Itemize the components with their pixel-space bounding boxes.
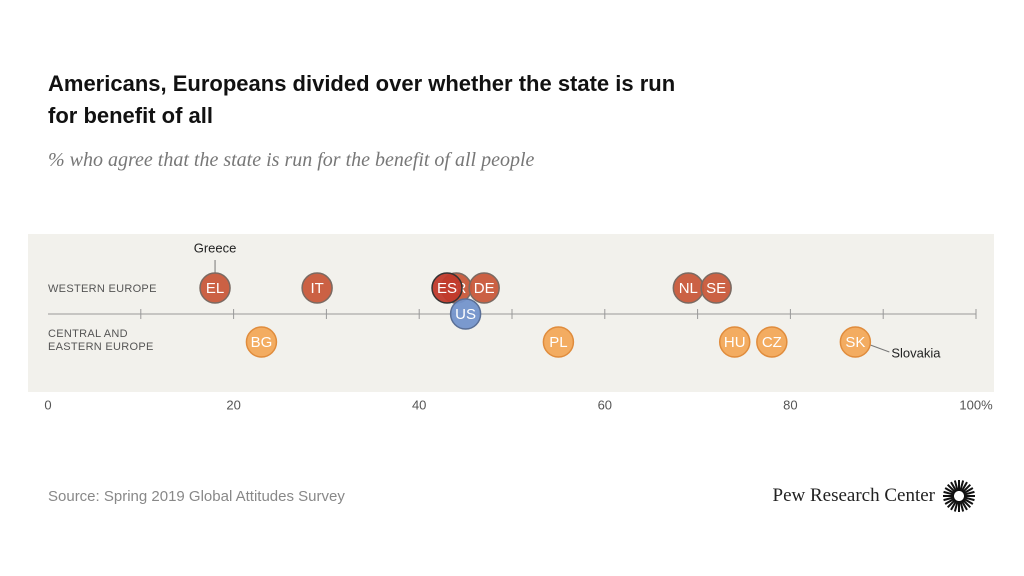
brand: Pew Research Center [772, 485, 936, 506]
chart-title: Americans, Europeans divided over whethe… [48, 71, 676, 128]
brand-ray [943, 490, 955, 496]
dot [468, 272, 500, 304]
dot [718, 326, 751, 358]
brand-ray [961, 498, 972, 509]
dot [756, 326, 788, 358]
brand-ray [963, 490, 975, 496]
x-tick-label: 20 [226, 397, 240, 412]
dot-label: BG [251, 334, 273, 351]
brand-ray [946, 498, 957, 509]
row-label: WESTERN EUROPE [48, 283, 157, 295]
annotation: Greece [194, 240, 237, 255]
dot [542, 326, 575, 358]
brand-ray [943, 496, 955, 502]
dot [700, 272, 732, 304]
brand-ray [950, 499, 958, 511]
dot-label: NL [679, 280, 698, 297]
dot [449, 298, 482, 330]
dot-label: ES [437, 280, 457, 297]
dot-label: CZ [762, 334, 782, 351]
brand-ray [959, 480, 965, 492]
dot-label: HU [724, 334, 746, 351]
dot [199, 272, 231, 304]
brand-ray [961, 483, 972, 494]
brand-ray [959, 500, 965, 512]
source: Source: Spring 2019 Global Attitudes Sur… [48, 488, 345, 505]
annotation-line [870, 344, 890, 353]
x-tick-label: 60 [598, 397, 612, 412]
brand-ray [944, 487, 956, 495]
dot [431, 272, 463, 304]
dot [245, 326, 278, 358]
plot-background [28, 234, 994, 392]
dot-label: DE [474, 280, 495, 297]
brand-ray [962, 487, 974, 495]
dot-label: EL [206, 280, 224, 297]
brand-ray [953, 480, 959, 492]
dot-label: SK [845, 334, 865, 351]
brand-ray [960, 481, 968, 493]
dot [839, 326, 872, 358]
brand-ray [962, 497, 974, 505]
x-tick-label: 80 [783, 397, 797, 412]
brand-ray [944, 497, 956, 505]
dot [301, 272, 333, 304]
dot-label: SE [706, 280, 726, 297]
row-label: CENTRAL AND EASTERN EUROPE [48, 328, 154, 353]
annotation: Slovakia [891, 345, 941, 360]
brand-ray [960, 499, 968, 511]
x-tick-label: 100% [959, 397, 993, 412]
brand-ray [950, 481, 958, 493]
brand-ray [946, 483, 957, 494]
brand-ray [953, 500, 959, 512]
dot-label: IT [310, 280, 323, 297]
dot-label: US [455, 306, 476, 323]
brand-ray [963, 496, 975, 502]
brand-logo [943, 480, 975, 512]
x-tick-label: 0 [44, 397, 51, 412]
x-tick-label: 40 [412, 397, 426, 412]
chart-subtitle: % who agree that the state is run for th… [48, 149, 535, 171]
dot-label: PL [549, 334, 567, 351]
